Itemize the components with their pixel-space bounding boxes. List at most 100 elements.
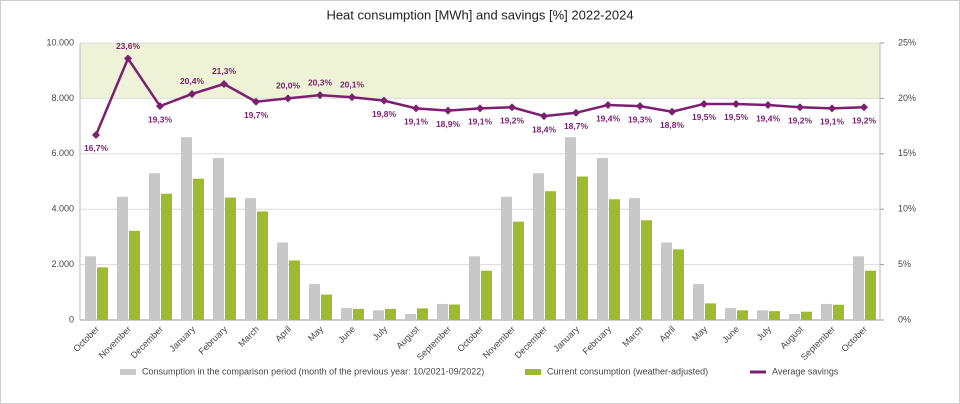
marker (124, 54, 132, 63)
bar (545, 191, 556, 320)
bar (661, 242, 672, 320)
value-label: 23,6% (116, 41, 141, 51)
value-label: 20,4% (180, 76, 205, 86)
value-label: 20,0% (276, 81, 301, 91)
bar (373, 310, 384, 320)
bar (769, 311, 780, 320)
bar (737, 310, 748, 320)
bar (97, 267, 108, 320)
value-label: 19,1% (820, 117, 845, 127)
marker (92, 130, 100, 139)
marker (700, 99, 708, 108)
y-tick-label: 0 (69, 314, 74, 324)
marker (508, 103, 516, 112)
bar (673, 249, 684, 320)
value-label: 19,3% (628, 114, 653, 124)
value-label: 19,4% (596, 113, 621, 123)
legend-swatch (120, 369, 136, 375)
marker (572, 108, 580, 117)
value-label: 19,8% (372, 109, 397, 119)
bar (85, 256, 96, 320)
highlight-band (80, 43, 880, 99)
marker (188, 89, 196, 98)
bar (725, 308, 736, 320)
y-tick-label: 6.000 (51, 148, 74, 158)
marker (316, 91, 324, 100)
bar (501, 196, 512, 320)
value-label: 18,4% (532, 124, 557, 134)
y2-tick-label: 5% (898, 259, 911, 269)
marker (252, 97, 260, 106)
value-label: 16,7% (84, 143, 109, 153)
value-label: 19,3% (148, 114, 173, 124)
legend-label: Consumption in the comparison period (mo… (142, 366, 484, 376)
bar (609, 199, 620, 320)
marker (284, 94, 292, 103)
marker (828, 104, 836, 113)
y2-tick-label: 10% (898, 204, 916, 214)
bar (469, 256, 480, 320)
bar (213, 157, 224, 320)
bar (705, 303, 716, 320)
marker (412, 104, 420, 113)
bar (865, 270, 876, 320)
bar (161, 193, 172, 320)
bar (405, 313, 416, 320)
bar (437, 303, 448, 320)
bar (597, 157, 608, 320)
value-label: 19,7% (244, 110, 269, 120)
bar (833, 304, 844, 320)
marker (156, 102, 164, 111)
legend-swatch (525, 369, 541, 375)
value-label: 20,1% (340, 80, 365, 90)
marker (636, 102, 644, 111)
value-label: 18,8% (660, 120, 685, 130)
legend-label: Current consumption (weather-adjusted) (547, 366, 708, 376)
marker (764, 101, 772, 110)
bar (149, 173, 160, 320)
bar (309, 283, 320, 320)
bar (181, 137, 192, 320)
bar (641, 220, 652, 320)
marker (348, 93, 356, 102)
y-tick-label: 4.000 (51, 204, 74, 214)
marker (796, 103, 804, 112)
bar (193, 178, 204, 320)
bar (801, 311, 812, 320)
y-tick-label: 10.000 (46, 37, 74, 47)
bar (629, 198, 640, 320)
bar (853, 256, 864, 320)
bar (245, 198, 256, 320)
bar (481, 270, 492, 320)
bar (257, 211, 268, 320)
marker (604, 101, 612, 110)
value-label: 19,2% (500, 116, 525, 126)
bar (789, 313, 800, 320)
bar (341, 308, 352, 320)
value-label: 20,3% (308, 77, 333, 87)
bar (225, 197, 236, 320)
value-label: 19,4% (756, 113, 781, 123)
bar (277, 242, 288, 320)
value-label: 18,9% (436, 119, 461, 129)
chart-title: Heat consumption [MWh] and savings [%] 2… (326, 7, 633, 22)
value-label: 19,2% (852, 116, 877, 126)
bar (533, 173, 544, 320)
marker (476, 104, 484, 113)
bar (577, 176, 588, 320)
legend-label: Average savings (772, 366, 839, 376)
marker (860, 103, 868, 112)
y2-tick-label: 20% (898, 93, 916, 103)
bar (353, 308, 364, 320)
marker (668, 107, 676, 116)
value-label: 19,1% (468, 117, 493, 127)
marker (220, 79, 228, 88)
bar (117, 196, 128, 320)
y2-tick-label: 0% (898, 314, 911, 324)
bar (417, 308, 428, 320)
bar (757, 310, 768, 320)
bar (821, 303, 832, 320)
bar (449, 304, 460, 320)
y-tick-label: 2.000 (51, 259, 74, 269)
value-label: 19,5% (724, 112, 749, 122)
